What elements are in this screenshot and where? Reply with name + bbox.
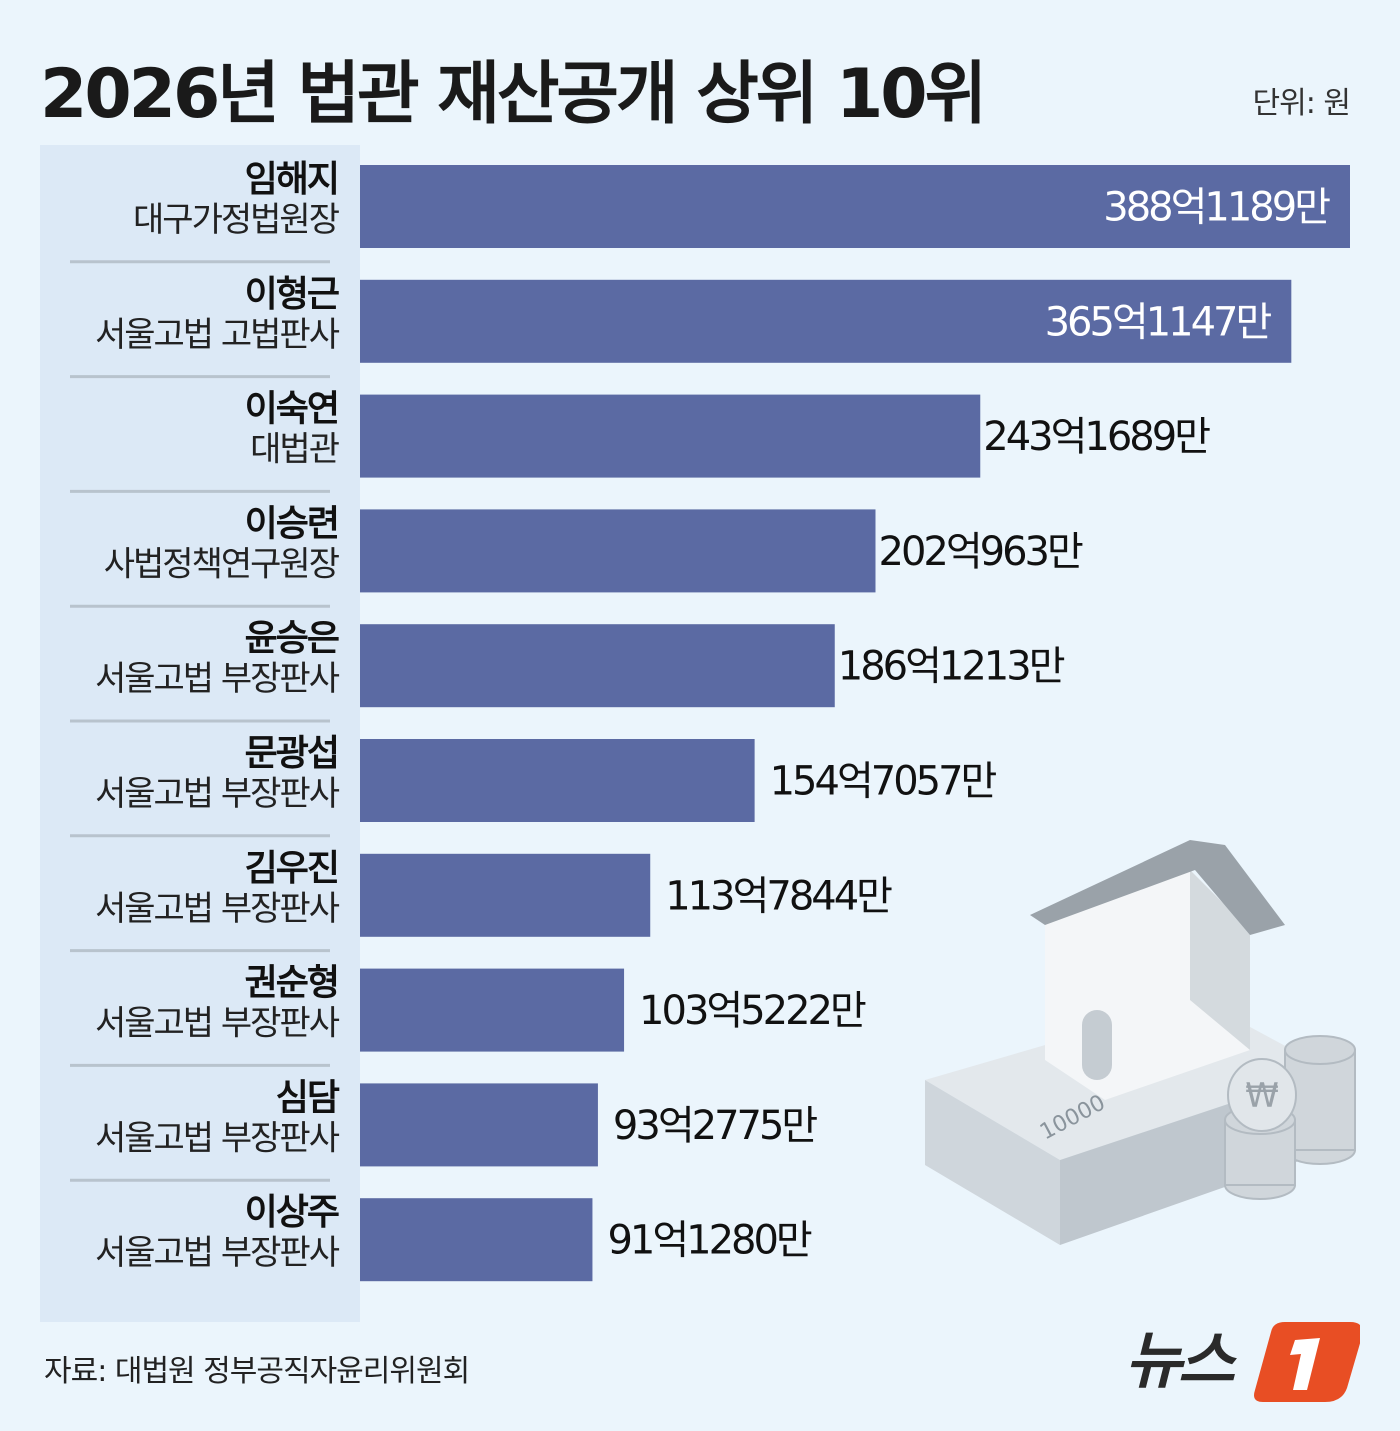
bar [360, 1083, 598, 1167]
bar-role-label: 서울고법 고법판사 [95, 315, 340, 355]
news1-logo: 뉴스 [1125, 1322, 1360, 1402]
bar-role-label: 서울고법 부장판사 [95, 1233, 340, 1273]
bar-value-label: 243억1689만 [983, 414, 1210, 460]
bar-name-label: 심담 [276, 1077, 340, 1118]
bar [360, 279, 1292, 363]
svg-text:뉴스: 뉴스 [1125, 1324, 1237, 1397]
bar-name-label: 문광섭 [245, 733, 338, 774]
bar [360, 968, 625, 1052]
bar-role-label: 대구가정법원장 [133, 200, 340, 240]
bar-value-label: 91억1280만 [607, 1218, 811, 1264]
bar-role-label: 사법정책연구원장 [104, 544, 340, 584]
bar-name-label: 임해지 [245, 159, 338, 200]
bar-value-label: 154억7057만 [770, 759, 997, 805]
svg-text:₩: ₩ [1245, 1076, 1279, 1116]
bar-role-label: 서울고법 부장판사 [95, 774, 340, 814]
bar-role-label: 대법관 [250, 430, 340, 470]
bar-role-label: 서울고법 부장판사 [95, 1004, 340, 1044]
bar-role-label: 서울고법 부장판사 [95, 659, 340, 699]
bar-value-label: 365억1147만 [1045, 299, 1272, 345]
chart-title: 2026년 법관 재산공개 상위 10위 [40, 55, 987, 134]
bar [360, 739, 755, 822]
bar-value-label: 93억2775만 [613, 1103, 817, 1149]
bar [360, 624, 835, 708]
bar-value-label: 186억1213만 [838, 644, 1065, 690]
bar-name-label: 이승련 [245, 503, 338, 544]
bar-value-label: 113억7844만 [665, 873, 892, 919]
unit-label: 단위: 원 [1252, 86, 1351, 121]
bar-name-label: 이숙연 [245, 389, 338, 430]
bar-value-label: 202억963만 [879, 529, 1083, 575]
bar-name-label: 이상주 [245, 1192, 339, 1233]
bar [360, 853, 651, 937]
bar [360, 509, 876, 593]
source-note: 자료: 대법원 정부공직자윤리위원회 [44, 1354, 470, 1389]
label-panel [40, 145, 360, 1322]
bar-name-label: 권순형 [245, 963, 338, 1004]
bar-role-label: 서울고법 부장판사 [95, 889, 340, 929]
bar-value-label: 388억1189만 [1103, 185, 1330, 231]
bar-name-label: 이형근 [245, 274, 339, 315]
bar-value-label: 103억5222만 [639, 988, 866, 1034]
bar [360, 394, 981, 478]
bar [360, 1198, 593, 1282]
house-money-illustration: 10000 ₩ [925, 840, 1356, 1245]
bar [360, 165, 1350, 248]
bar-role-label: 서울고법 부장판사 [95, 1118, 340, 1158]
bar-name-label: 윤승은 [245, 618, 339, 659]
bar-name-label: 김우진 [245, 848, 338, 889]
